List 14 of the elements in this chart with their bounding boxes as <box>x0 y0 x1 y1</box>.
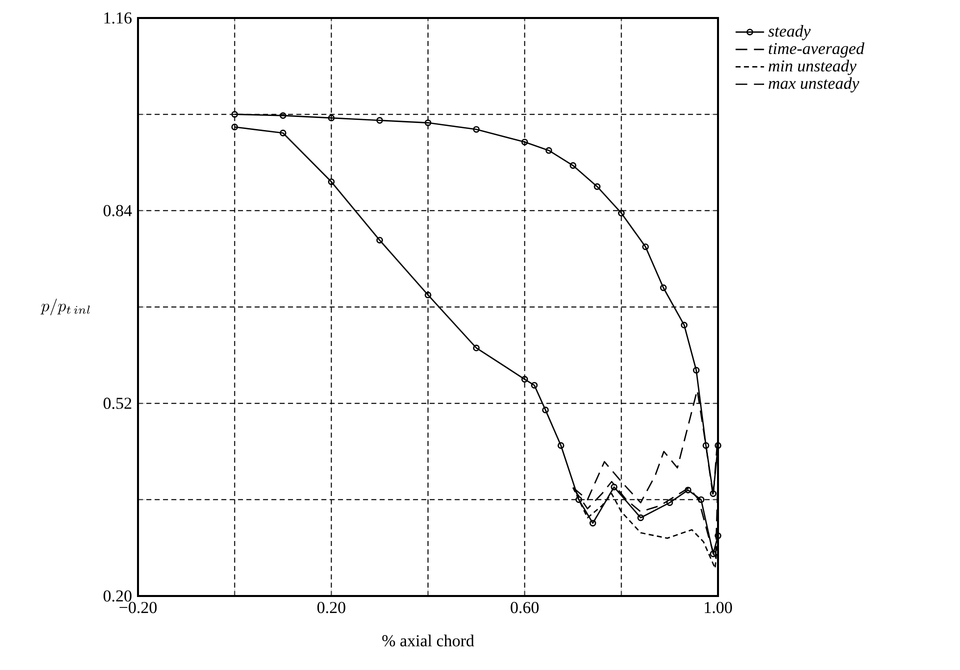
legend-label: steady <box>768 25 811 40</box>
x-tick-label: 1.00 <box>704 602 732 614</box>
y-axis-title: $p/p_{t\,inl}$ <box>40 298 90 316</box>
x-tick-label: 0.20 <box>317 602 346 614</box>
x-tick-label: 0.60 <box>510 602 539 614</box>
y-tick-label: 0.84 <box>104 205 132 216</box>
legend-label: min unsteady <box>768 60 856 75</box>
y-tick-label: 0.52 <box>104 398 132 409</box>
y-tick-label: 1.16 <box>104 12 132 24</box>
x-tick-label: −0.20 <box>120 602 157 614</box>
legend-label: max unsteady <box>768 77 860 92</box>
x-axis-title: % axial chord <box>382 634 474 646</box>
legend-label: time-averaged <box>768 42 864 58</box>
y-tick-label: 0.20 <box>104 590 132 602</box>
